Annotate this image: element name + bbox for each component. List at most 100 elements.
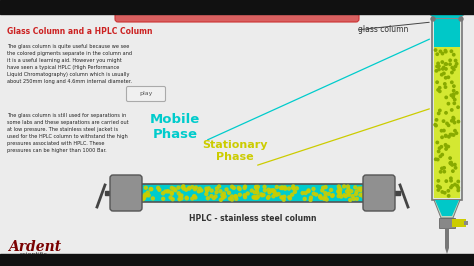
Circle shape <box>221 196 225 199</box>
Circle shape <box>445 180 447 182</box>
Circle shape <box>329 189 333 192</box>
Circle shape <box>284 187 287 190</box>
Bar <box>434 47 460 198</box>
Circle shape <box>214 195 217 198</box>
Circle shape <box>228 191 230 194</box>
Circle shape <box>206 189 209 192</box>
Circle shape <box>273 190 276 193</box>
Circle shape <box>354 186 357 189</box>
Circle shape <box>338 187 341 190</box>
Circle shape <box>188 186 191 189</box>
Circle shape <box>438 90 441 93</box>
Circle shape <box>140 195 143 198</box>
Circle shape <box>293 190 296 193</box>
Circle shape <box>456 92 458 94</box>
Circle shape <box>264 189 266 192</box>
Circle shape <box>230 185 234 188</box>
Circle shape <box>448 136 450 138</box>
Circle shape <box>246 192 249 195</box>
Circle shape <box>280 196 283 199</box>
Circle shape <box>459 17 463 21</box>
Circle shape <box>256 185 259 188</box>
Circle shape <box>364 195 367 198</box>
Circle shape <box>303 197 306 200</box>
Circle shape <box>275 193 278 196</box>
Circle shape <box>212 197 215 200</box>
Circle shape <box>452 117 455 119</box>
Circle shape <box>445 96 447 99</box>
Circle shape <box>307 190 310 193</box>
Circle shape <box>292 187 295 190</box>
Circle shape <box>281 186 283 190</box>
Circle shape <box>457 106 459 109</box>
Circle shape <box>441 191 444 193</box>
Circle shape <box>288 196 291 199</box>
Circle shape <box>445 135 447 137</box>
Circle shape <box>457 180 459 183</box>
Circle shape <box>137 196 140 199</box>
Circle shape <box>144 193 147 196</box>
Circle shape <box>207 187 210 190</box>
Circle shape <box>162 197 164 200</box>
Circle shape <box>216 187 219 190</box>
Circle shape <box>177 186 180 189</box>
Circle shape <box>359 193 362 197</box>
Circle shape <box>180 194 183 197</box>
Circle shape <box>435 124 437 127</box>
Circle shape <box>225 188 228 191</box>
Circle shape <box>449 157 451 159</box>
Circle shape <box>443 66 445 69</box>
Bar <box>370 191 400 195</box>
Polygon shape <box>445 248 449 254</box>
Circle shape <box>253 191 256 194</box>
Circle shape <box>447 190 449 192</box>
Circle shape <box>441 52 444 55</box>
Text: The glass column is still used for separations in
some labs and these separation: The glass column is still used for separ… <box>7 113 128 153</box>
Circle shape <box>206 197 210 200</box>
Circle shape <box>235 197 238 200</box>
Circle shape <box>301 192 304 194</box>
Circle shape <box>140 195 143 198</box>
Circle shape <box>445 68 447 70</box>
Circle shape <box>253 196 256 199</box>
Circle shape <box>352 197 355 200</box>
Circle shape <box>439 171 442 173</box>
Circle shape <box>449 59 451 61</box>
Circle shape <box>443 129 445 132</box>
Circle shape <box>453 68 455 71</box>
FancyBboxPatch shape <box>363 175 395 211</box>
Circle shape <box>283 186 286 189</box>
Circle shape <box>440 130 443 132</box>
Circle shape <box>337 195 340 198</box>
Circle shape <box>447 76 449 78</box>
Circle shape <box>445 112 447 114</box>
Circle shape <box>451 164 454 166</box>
Circle shape <box>438 147 441 149</box>
Text: scientific: scientific <box>20 252 48 257</box>
Circle shape <box>141 198 144 201</box>
Circle shape <box>143 197 146 200</box>
Circle shape <box>450 50 453 52</box>
Bar <box>432 18 462 200</box>
Circle shape <box>219 198 222 201</box>
Circle shape <box>450 109 453 111</box>
Circle shape <box>438 86 441 89</box>
Circle shape <box>357 187 361 190</box>
Circle shape <box>255 196 258 199</box>
Circle shape <box>431 17 435 21</box>
Circle shape <box>438 150 440 153</box>
Circle shape <box>436 141 438 144</box>
Circle shape <box>312 188 315 190</box>
Circle shape <box>309 198 312 201</box>
Circle shape <box>449 162 451 164</box>
Circle shape <box>144 186 147 189</box>
Circle shape <box>338 191 341 194</box>
Circle shape <box>445 145 447 147</box>
Circle shape <box>360 187 363 190</box>
Circle shape <box>221 194 224 197</box>
Circle shape <box>445 51 447 53</box>
Circle shape <box>435 158 437 160</box>
Circle shape <box>450 186 452 189</box>
Circle shape <box>435 70 438 72</box>
Circle shape <box>164 190 167 193</box>
